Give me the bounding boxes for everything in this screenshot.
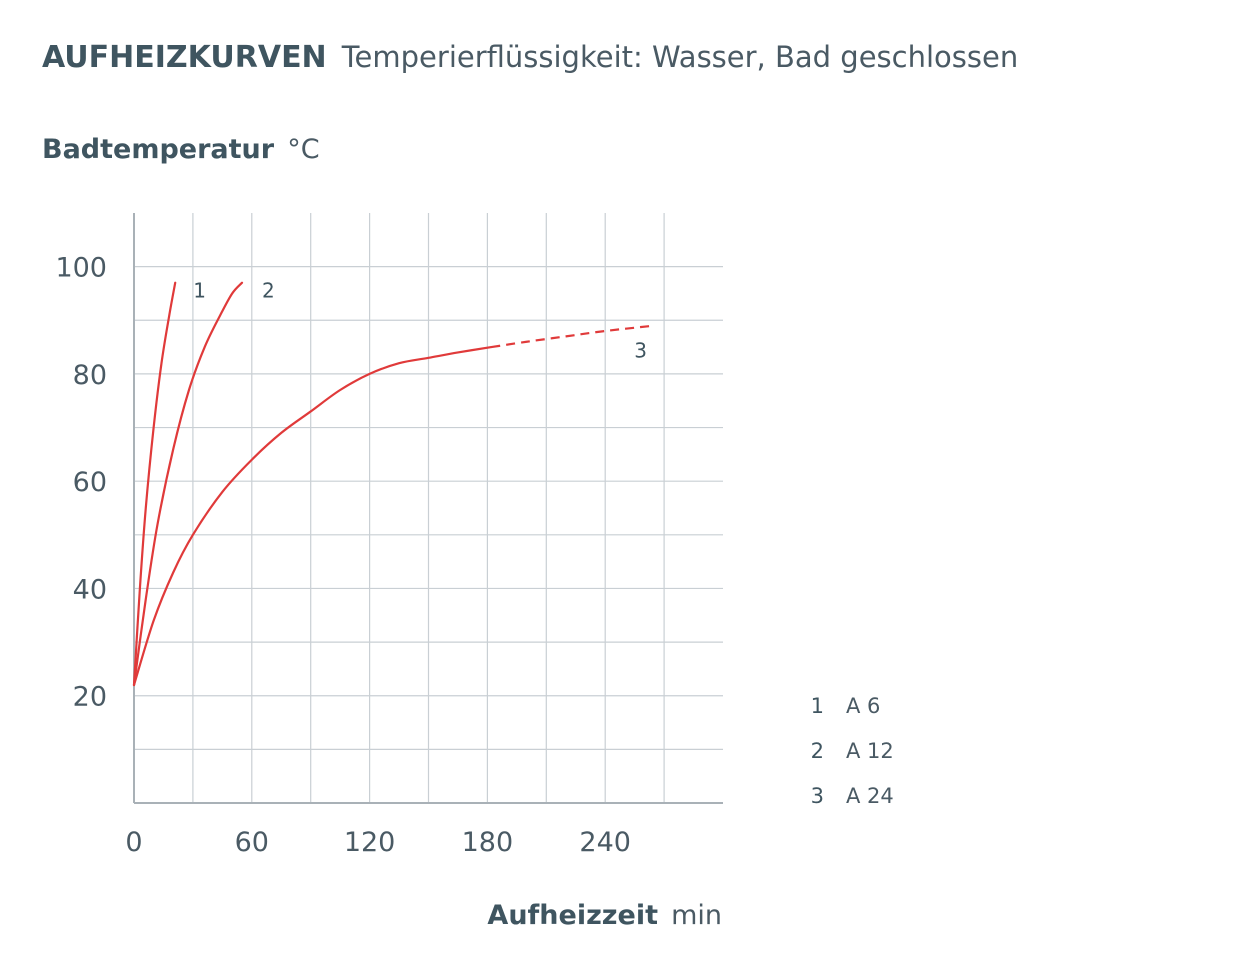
y-tick-label: 40 (73, 574, 107, 605)
series-line-1 (132, 281, 177, 687)
series-lines (132, 281, 655, 687)
x-axis-label: Aufheizzeit (487, 900, 658, 931)
plot-grid (134, 213, 723, 803)
series-line-3 (132, 345, 493, 687)
y-tick-label: 100 (55, 253, 107, 284)
x-tick-label: 120 (344, 827, 396, 858)
legend: 1 A 6 2 A 12 3 A 24 (811, 694, 894, 808)
curve-labels: 1 2 3 (193, 279, 647, 363)
x-tick-label: 0 (125, 827, 142, 858)
legend-entry: A 12 (846, 739, 894, 763)
series-line-2 (132, 281, 244, 687)
x-tick-label: 60 (235, 827, 269, 858)
svg-text:Aufheizzeit min: Aufheizzeit min (487, 900, 722, 931)
y-tick-label: 60 (73, 467, 107, 498)
svg-text:AUFHEIZKURVEN Temperierflü: AUFHEIZKURVEN Temperierflüssigkeit: Wass… (42, 40, 1018, 75)
x-axis-unit: min (671, 900, 722, 931)
chart-subtitle: Temperierflüssigkeit: Wasser, Bad geschl… (341, 40, 1018, 74)
y-axis-unit: °C (287, 134, 319, 165)
y-tick-label: 80 (73, 360, 107, 391)
y-tick-label: 20 (73, 682, 107, 713)
tick-labels: 0 60 120 180 240 20 40 60 80 100 (55, 253, 631, 858)
legend-entry: A 6 (846, 694, 880, 718)
curve-label-2: 2 (262, 279, 275, 303)
plot-axes (133, 213, 723, 804)
legend-number: 1 (811, 694, 824, 718)
curve-label-1: 1 (193, 279, 206, 303)
chart-title: AUFHEIZKURVEN (42, 40, 327, 75)
legend-number: 2 (811, 739, 824, 763)
x-tick-label: 240 (579, 827, 631, 858)
curve-label-3: 3 (634, 339, 647, 363)
legend-number: 3 (811, 784, 824, 808)
x-tick-label: 180 (462, 827, 514, 858)
y-axis-label: Badtemperatur (42, 134, 275, 165)
svg-text:Badtemperatur °C: Badtemperatur °C (42, 134, 320, 165)
legend-entry: A 24 (846, 784, 894, 808)
series-line-3-extrapolated (491, 324, 655, 349)
